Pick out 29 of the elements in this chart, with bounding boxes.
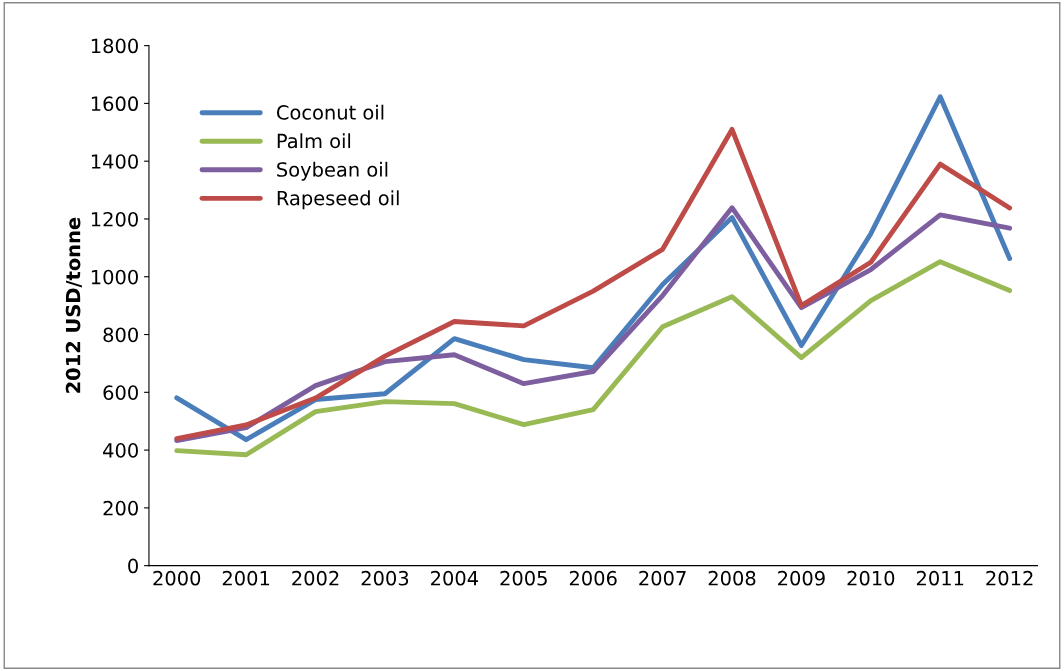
x-tick-label: 2008: [708, 570, 756, 586]
y-tick-label: 1600: [91, 96, 138, 112]
x-tick-label: 2000: [153, 570, 201, 586]
x-tick-label: 2007: [639, 570, 686, 586]
legend-label: Rapeseed oil: [277, 190, 399, 210]
x-tick-label: 2001: [222, 570, 270, 586]
y-tick-label: 800: [103, 327, 138, 343]
x-tick-label: 2003: [361, 570, 409, 586]
x-tick-label: 2005: [500, 570, 547, 586]
y-tick-label: 1400: [91, 154, 138, 169]
x-tick-label: 2006: [569, 570, 617, 586]
y-tick-label: 600: [103, 385, 138, 400]
x-tick-label: 2002: [292, 570, 339, 586]
y-tick-label: 1000: [91, 269, 138, 285]
x-tick-label: 2004: [431, 570, 479, 586]
legend-label: Soybean oil: [277, 161, 388, 181]
legend-label: Palm oil: [277, 133, 351, 149]
x-tick-label: 2012: [986, 570, 1033, 586]
y-tick-label: 0: [128, 558, 138, 574]
y-tick-label: 1200: [91, 211, 138, 227]
legend-label: Coconut oil: [276, 104, 384, 120]
line-series: [174, 259, 1013, 458]
x-tick-label: 2011: [916, 570, 964, 586]
y-tick-label: 400: [103, 443, 138, 458]
x-tick-label: 2010: [847, 570, 895, 586]
y-tick-label: 200: [103, 500, 138, 516]
y-tick-label: 1800: [91, 38, 138, 54]
y-axis-title: 2012 USD/tonne: [65, 217, 82, 393]
x-tick-label: 2009: [778, 570, 825, 586]
